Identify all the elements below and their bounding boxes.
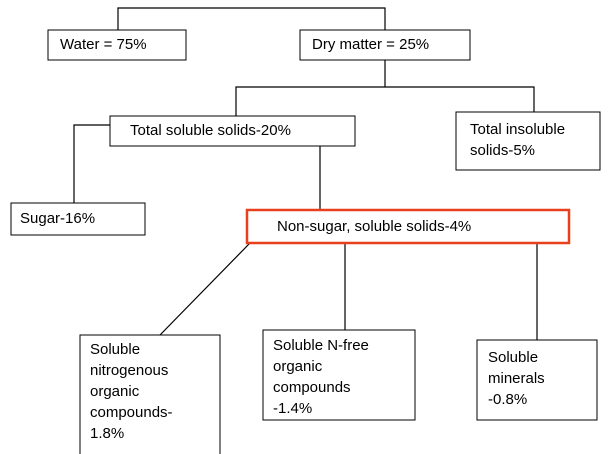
node-label: Soluble <box>488 349 538 366</box>
node-label: Total soluble solids-20% <box>130 122 291 139</box>
node-label: Sugar-16% <box>20 210 95 227</box>
connector <box>117 7 386 30</box>
node-box <box>79 334 221 454</box>
node-box <box>262 329 416 421</box>
nodes: Water = 75% Dry matter = 25% Total soluble… <box>10 29 601 454</box>
connector <box>73 124 110 203</box>
node-label: -1.4% <box>273 400 312 417</box>
node-label: Water = 75% <box>60 36 147 53</box>
node-label: Non-sugar, soluble solids-4% <box>277 218 471 235</box>
node-label: Total insoluble <box>470 121 565 138</box>
node-box <box>109 115 356 147</box>
node-label: nitrogenous <box>90 362 168 379</box>
node-label: organic <box>273 358 323 375</box>
node-label: -0.8% <box>488 391 527 408</box>
node-label: solids-5% <box>470 142 535 159</box>
node-box <box>10 202 146 236</box>
node-label: Dry matter = 25% <box>312 36 429 53</box>
node-label: organic <box>90 383 140 400</box>
node-label: compounds- <box>90 404 173 421</box>
node-box <box>476 339 598 421</box>
node-label: Soluble N-free <box>273 337 369 354</box>
node-label: Soluble <box>90 341 140 358</box>
node-box <box>245 208 571 245</box>
node-label: compounds <box>273 379 351 396</box>
node-box <box>299 29 471 61</box>
connectors <box>73 7 538 340</box>
connector <box>235 86 535 116</box>
node-label: minerals <box>488 370 545 387</box>
connector <box>159 242 251 336</box>
node-box <box>455 111 601 171</box>
node-label: 1.8% <box>90 425 124 442</box>
node-box <box>47 29 187 61</box>
